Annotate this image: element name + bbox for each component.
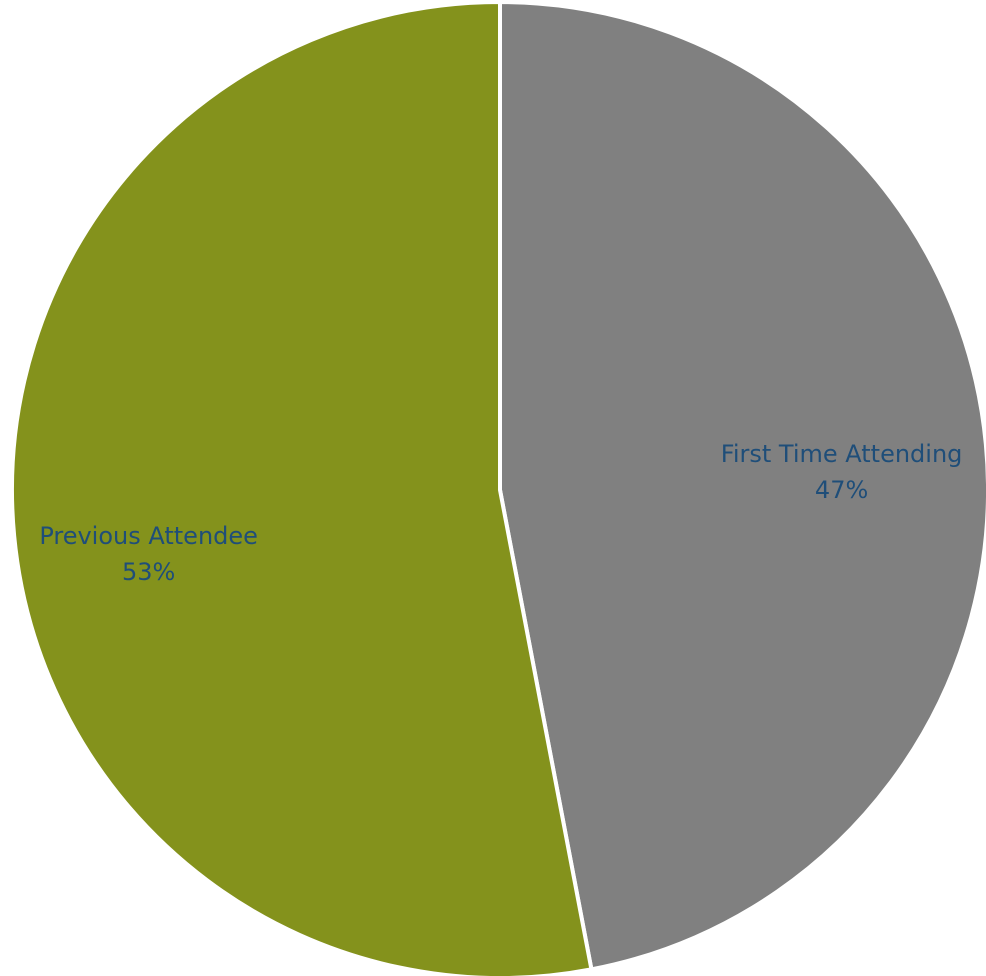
pie-slice-first-time-attending <box>498 0 986 972</box>
pie-slice-previous-attendee <box>9 0 594 976</box>
slice-label: First Time Attending <box>721 440 963 468</box>
pie-slices <box>9 0 986 976</box>
slice-value-label: 47% <box>815 476 868 504</box>
slice-value-label: 53% <box>122 558 175 586</box>
slice-label: Previous Attendee <box>39 522 258 550</box>
pie-labels: First Time Attending 47% Previous Attendee… <box>39 440 962 586</box>
